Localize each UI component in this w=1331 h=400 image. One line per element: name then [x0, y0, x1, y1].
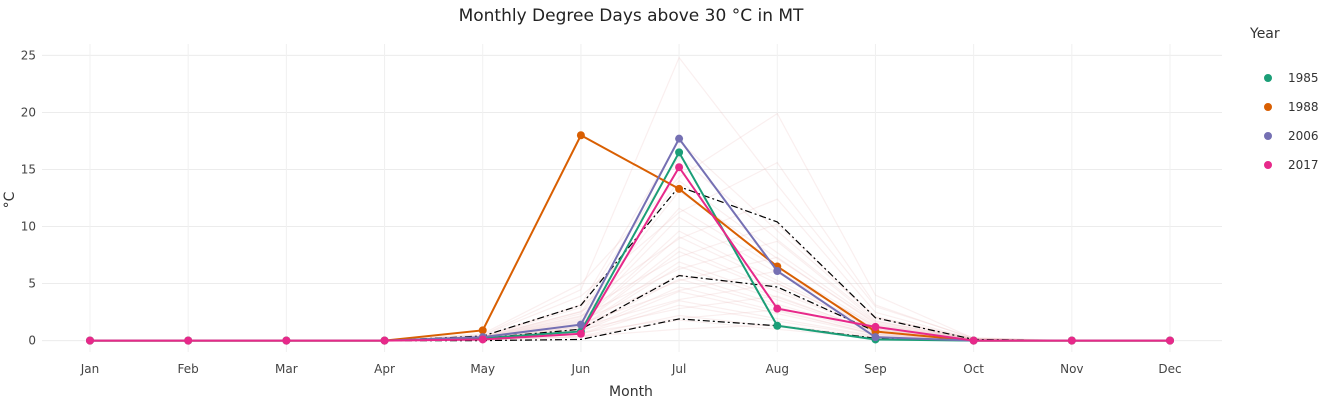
y-tick-label: 5 [28, 277, 36, 291]
chart-title: Monthly Degree Days above 30 °C in MT [459, 6, 804, 26]
y-tick-label: 25 [21, 48, 36, 62]
background-year-line [90, 319, 1170, 342]
legend-label-2006[interactable]: 2006 [1288, 129, 1319, 143]
background-year-line [90, 250, 1170, 342]
data-point-2017-Jun[interactable] [576, 329, 585, 338]
data-point-2017-Sep[interactable] [871, 322, 880, 331]
x-tick-label: Jul [671, 362, 686, 376]
data-point-2017-Aug[interactable] [773, 304, 782, 313]
data-point-2017-Feb[interactable] [184, 336, 193, 345]
legend-label-1985[interactable]: 1985 [1288, 71, 1319, 85]
data-point-2006-Aug[interactable] [773, 267, 782, 276]
x-tick-label: Mar [275, 362, 298, 376]
legend-marker-1985 [1264, 74, 1272, 82]
data-point-1988-May[interactable] [478, 326, 487, 335]
x-tick-label: Dec [1158, 362, 1181, 376]
legend-label-2017[interactable]: 2017 [1288, 158, 1319, 172]
data-point-2006-Jul[interactable] [675, 134, 684, 143]
y-axis-title: °C [2, 191, 18, 208]
x-tick-label: Sep [864, 362, 887, 376]
reference-line-lower [90, 318, 1170, 342]
data-point-2017-Dec[interactable] [1166, 336, 1174, 345]
data-point-2017-May[interactable] [478, 335, 487, 344]
x-tick-label: Jun [571, 362, 591, 376]
series-line-2017 [90, 165, 1170, 342]
legend-marker-2006 [1264, 132, 1272, 140]
x-tick-label: Feb [178, 362, 199, 376]
background-year-line [90, 304, 1170, 342]
y-tick-label: 20 [21, 105, 36, 119]
x-tick-label: May [470, 362, 495, 376]
data-point-2017-Oct[interactable] [969, 336, 978, 345]
data-point-2017-Jul[interactable] [675, 163, 684, 172]
legend-label-1988[interactable]: 1988 [1288, 100, 1319, 114]
x-tick-label: Oct [963, 362, 984, 376]
y-tick-label: 10 [21, 220, 36, 234]
series-2017 [86, 163, 1174, 345]
data-point-1985-Jul[interactable] [675, 148, 684, 157]
data-point-2017-Mar[interactable] [282, 336, 291, 345]
data-point-1988-Jul[interactable] [675, 184, 684, 193]
y-tick-label: 0 [28, 334, 36, 348]
data-point-2017-Jan[interactable] [86, 336, 94, 345]
legend-marker-1988 [1264, 103, 1272, 111]
background-year-line [90, 295, 1170, 342]
series-lines [86, 131, 1174, 345]
data-point-2017-Nov[interactable] [1067, 336, 1076, 345]
x-tick-label: Apr [374, 362, 395, 376]
data-point-1988-Jun[interactable] [576, 131, 585, 140]
y-axis: 0 5 10 15 20 25 [21, 48, 36, 347]
background-year-line [90, 270, 1170, 342]
background-year-line [90, 207, 1170, 342]
grid [42, 44, 1222, 352]
legend-title: Year [1249, 26, 1280, 42]
x-tick-label: Jan [80, 362, 100, 376]
legend: Year 1985 1988 2006 2017 [1249, 26, 1319, 172]
x-tick-label: Aug [766, 362, 789, 376]
series-line-1988 [90, 133, 1170, 342]
series-line-2006 [90, 136, 1170, 342]
x-axis-title: Month [609, 384, 653, 400]
background-year-lines [90, 56, 1170, 342]
x-axis: Jan Feb Mar Apr May Jun Jul Aug Sep Oct Nov Dec [80, 362, 1182, 376]
data-point-1985-Aug[interactable] [773, 321, 782, 330]
data-point-2017-Apr[interactable] [380, 336, 389, 345]
background-year-line [90, 56, 1170, 342]
background-year-line [90, 190, 1170, 342]
x-tick-label: Nov [1060, 362, 1083, 376]
data-point-2006-Jun[interactable] [576, 320, 585, 329]
legend-marker-2017 [1264, 161, 1272, 169]
y-tick-label: 15 [21, 162, 36, 176]
data-point-2006-Sep[interactable] [871, 333, 880, 342]
